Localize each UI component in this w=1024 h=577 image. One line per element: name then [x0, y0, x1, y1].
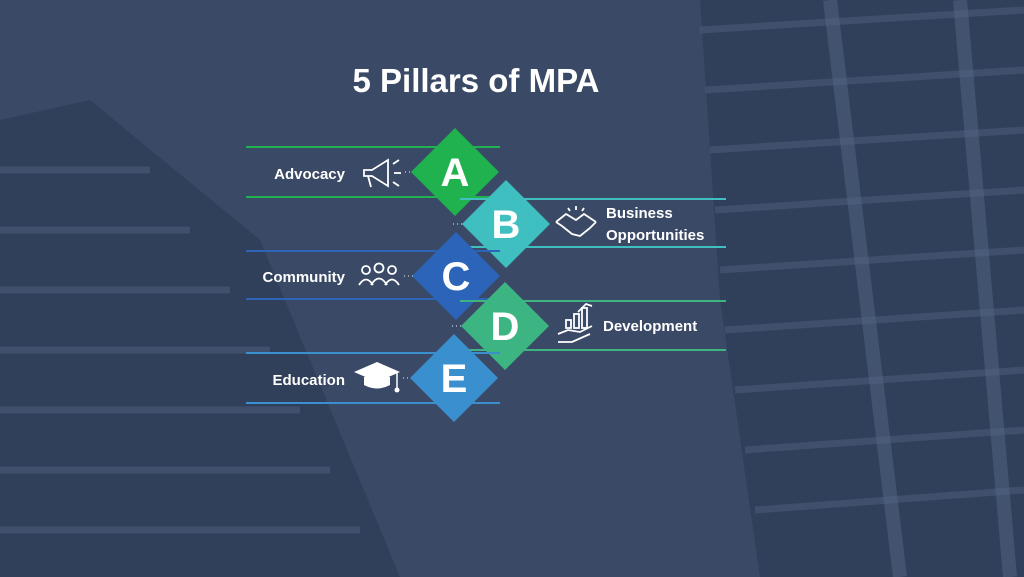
pillar-c: C Community	[246, 232, 500, 320]
pillar-a-label: Advocacy	[274, 166, 346, 183]
pillar-b-diamond	[462, 180, 550, 268]
pillar-a-diamond	[411, 128, 499, 216]
megaphone-icon	[363, 158, 401, 188]
pillar-c-diamond	[412, 232, 500, 320]
page-title: 5 Pillars of MPA	[352, 62, 600, 99]
pillar-c-letter: C	[442, 255, 471, 299]
pillar-e: E Education	[246, 334, 500, 422]
pillar-d-label: Development	[603, 318, 697, 335]
pillar-b: B Business Opportunities	[460, 180, 726, 268]
growth-hand-icon	[557, 302, 593, 343]
pillar-b-label-line-2: Opportunities	[606, 227, 704, 244]
left-building-floors	[0, 166, 360, 534]
right-building-columns	[823, 0, 1017, 577]
pillar-e-diamond	[410, 334, 498, 422]
pillar-b-label-line-1: Business	[606, 205, 673, 222]
left-building	[0, 100, 400, 577]
pillar-b-letter: B	[492, 203, 521, 247]
graduation-cap-icon	[354, 362, 400, 393]
pillar-e-label: Education	[272, 372, 345, 389]
pillar-a-letter: A	[441, 151, 470, 195]
people-group-icon	[358, 262, 400, 286]
pillar-e-letter: E	[441, 357, 468, 401]
handshake-icon	[555, 206, 597, 237]
pillar-c-label: Community	[263, 269, 346, 286]
pillar-d-diamond	[461, 282, 549, 370]
dotted-connectors	[403, 171, 462, 379]
pillar-d-letter: D	[491, 305, 520, 349]
pillar-a: A Advocacy	[246, 128, 500, 216]
pillar-d: D Development	[460, 282, 726, 370]
